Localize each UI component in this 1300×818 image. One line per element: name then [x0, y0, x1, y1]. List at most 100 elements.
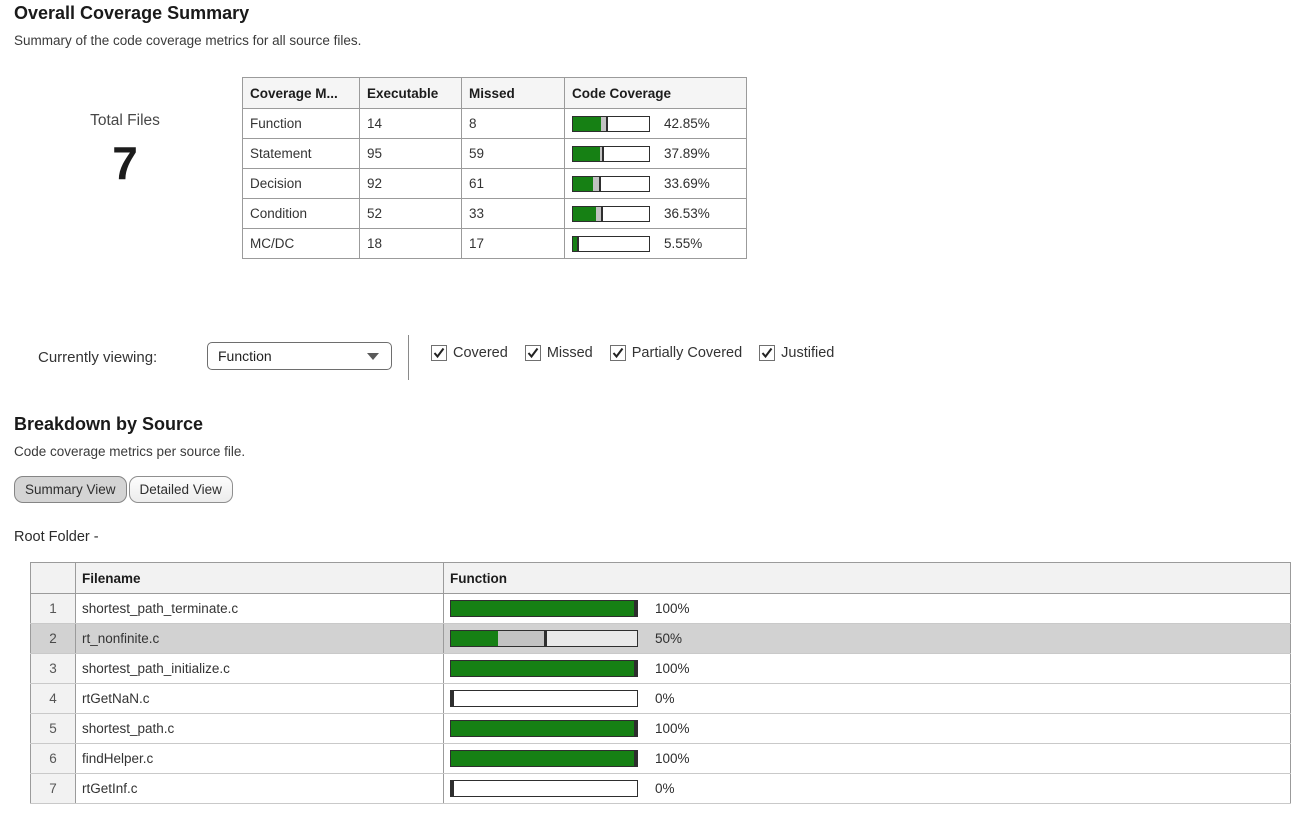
- coverage-bar-wrap: 5.55%: [572, 235, 739, 252]
- breakdown-files-table: Filename Function 1 shortest_path_termin…: [30, 562, 1291, 804]
- file-index-cell: 2: [30, 623, 76, 654]
- executable-count-cell: 95: [359, 138, 462, 169]
- coverage-divider: [451, 781, 454, 796]
- filename-cell: rtGetInf.c: [75, 773, 444, 804]
- checkbox[interactable]: [524, 345, 541, 361]
- summary-table-row: Statement 95 59 37.89%: [242, 138, 747, 169]
- filename-cell: shortest_path_terminate.c: [75, 593, 444, 624]
- file-coverage-cell: 100%: [443, 653, 1291, 684]
- checkbox[interactable]: [759, 345, 776, 361]
- filter-checkbox-item[interactable]: Covered: [431, 345, 508, 361]
- filename-cell: shortest_path_initialize.c: [75, 653, 444, 684]
- file-coverage-cell: 100%: [443, 743, 1291, 774]
- col-header-index: [30, 562, 76, 594]
- col-header-filename: Filename: [75, 562, 444, 594]
- partial-segment: [600, 146, 602, 161]
- checkbox[interactable]: [609, 345, 626, 361]
- chevron-down-icon: [367, 352, 379, 360]
- metric-name-cell: Statement: [242, 138, 360, 169]
- total-files-value: 7: [112, 137, 138, 189]
- code-coverage-cell: 33.69%: [564, 168, 747, 199]
- coverage-bar: [450, 780, 638, 797]
- file-row[interactable]: 1 shortest_path_terminate.c 100%: [30, 593, 1291, 624]
- checkmark-icon: [612, 347, 624, 359]
- coverage-divider: [634, 601, 637, 616]
- view-toggle-group: Summary View Detailed View: [14, 476, 233, 503]
- coverage-percent-label: 100%: [655, 601, 690, 616]
- summary-table-row: Decision 92 61 33.69%: [242, 168, 747, 199]
- summary-table-row: Condition 52 33 36.53%: [242, 198, 747, 229]
- covered-segment: [451, 751, 637, 766]
- checkbox-label: Covered: [453, 345, 508, 361]
- col-header-executable: Executable: [359, 77, 462, 109]
- file-row[interactable]: 6 findHelper.c 100%: [30, 743, 1291, 774]
- coverage-divider: [544, 631, 547, 646]
- file-index-cell: 1: [30, 593, 76, 624]
- file-index-cell: 4: [30, 683, 76, 714]
- coverage-bar-wrap: 37.89%: [572, 145, 739, 162]
- currently-viewing-label: Currently viewing:: [38, 349, 158, 366]
- file-coverage-cell: 50%: [443, 623, 1291, 654]
- partial-segment: [592, 176, 599, 191]
- coverage-filter-checkboxes: Covered Missed Partially Covered: [431, 345, 834, 361]
- breakdown-header: Breakdown by Source Code coverage metric…: [14, 414, 245, 459]
- partial-segment: [497, 631, 544, 646]
- file-index-cell: 5: [30, 713, 76, 744]
- vertical-divider: [408, 335, 409, 380]
- checkmark-icon: [433, 347, 445, 359]
- checkbox[interactable]: [431, 345, 447, 361]
- breakdown-title: Breakdown by Source: [14, 414, 204, 434]
- file-row[interactable]: 7 rtGetInf.c 0%: [30, 773, 1291, 804]
- col-header-code-coverage: Code Coverage: [564, 77, 747, 109]
- coverage-percent-label: 36.53%: [664, 206, 710, 221]
- filter-checkbox-item[interactable]: Justified: [759, 345, 834, 361]
- coverage-summary-table: Coverage M... Executable Missed Code Cov…: [242, 77, 747, 259]
- view-button[interactable]: Detailed View: [128, 476, 233, 503]
- code-coverage-cell: 42.85%: [564, 108, 747, 139]
- coverage-bar: [572, 175, 650, 192]
- file-row[interactable]: 3 shortest_path_initialize.c 100%: [30, 653, 1291, 684]
- coverage-bar: [450, 720, 638, 737]
- coverage-divider: [451, 691, 454, 706]
- executable-count-cell: 92: [359, 168, 462, 199]
- view-button[interactable]: Summary View: [14, 476, 127, 503]
- col-header-function: Function: [443, 562, 1291, 594]
- metric-dropdown[interactable]: Function: [207, 342, 392, 370]
- file-row[interactable]: 4 rtGetNaN.c 0%: [30, 683, 1291, 714]
- coverage-bar: [572, 145, 650, 162]
- missed-count-cell: 33: [461, 198, 565, 229]
- coverage-bar-wrap: 42.85%: [572, 115, 739, 132]
- filter-checkbox-item[interactable]: Missed: [524, 345, 593, 361]
- file-coverage-cell: 100%: [443, 593, 1291, 624]
- coverage-bar: [572, 235, 650, 252]
- covered-segment: [573, 116, 601, 131]
- filter-checkbox-item[interactable]: Partially Covered: [609, 345, 742, 361]
- files-header-row: Filename Function: [30, 562, 1291, 594]
- coverage-percent-label: 0%: [655, 691, 675, 706]
- executable-count-cell: 18: [359, 228, 462, 259]
- partial-segment: [601, 116, 606, 131]
- coverage-bar-wrap: 100%: [450, 660, 1284, 677]
- file-row[interactable]: 5 shortest_path.c 100%: [30, 713, 1291, 744]
- coverage-bar: [572, 205, 650, 222]
- covered-segment: [451, 661, 637, 676]
- coverage-bar: [450, 660, 638, 677]
- coverage-bar: [450, 690, 638, 707]
- file-index-cell: 6: [30, 743, 76, 774]
- col-header-metric: Coverage M...: [242, 77, 360, 109]
- missed-count-cell: 61: [461, 168, 565, 199]
- missed-count-cell: 8: [461, 108, 565, 139]
- coverage-divider: [600, 206, 603, 221]
- file-index-cell: 7: [30, 773, 76, 804]
- coverage-bar: [450, 600, 638, 617]
- summary-header-row: Coverage M... Executable Missed Code Cov…: [242, 77, 747, 109]
- coverage-bar: [450, 630, 638, 647]
- code-coverage-cell: 37.89%: [564, 138, 747, 169]
- metric-name-cell: Function: [242, 108, 360, 139]
- summary-table-row: MC/DC 18 17 5.55%: [242, 228, 747, 259]
- file-row[interactable]: 2 rt_nonfinite.c 50%: [30, 623, 1291, 654]
- total-files-label: Total Files: [90, 112, 160, 129]
- covered-segment: [573, 146, 601, 161]
- executable-count-cell: 52: [359, 198, 462, 229]
